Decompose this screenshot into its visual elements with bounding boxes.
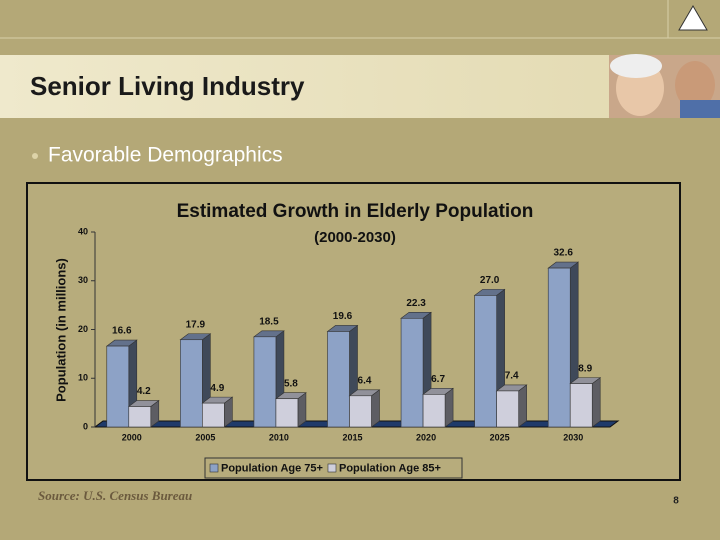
- photo: [609, 54, 720, 118]
- photo-hair: [610, 54, 662, 78]
- data-label: 27.0: [480, 275, 500, 286]
- x-tick-label: 2025: [490, 432, 510, 442]
- bar: [422, 394, 446, 428]
- bar: [400, 317, 424, 428]
- data-label: 5.8: [284, 378, 298, 389]
- x-tick-label: 2030: [563, 432, 583, 442]
- bar: [202, 402, 225, 428]
- x-tick-label: 2005: [195, 432, 215, 442]
- logo-triangle: [678, 5, 708, 31]
- x-tick-label: 2020: [416, 432, 436, 442]
- bar: [180, 339, 203, 428]
- data-label: 32.6: [553, 248, 573, 259]
- page-number: 8: [673, 496, 679, 507]
- data-label: 22.3: [406, 298, 426, 309]
- bar-side: [444, 387, 454, 428]
- legend-label: Population Age 85+: [339, 462, 441, 474]
- y-tick-label: 30: [78, 275, 88, 285]
- bar: [474, 295, 497, 428]
- bar: [349, 395, 372, 428]
- source-note: Source: U.S. Census Bureau: [38, 488, 192, 503]
- chart-subtitle: (2000-2030): [314, 229, 396, 246]
- legend-label: Population Age 75+: [221, 462, 323, 474]
- data-label: 4.9: [210, 383, 224, 394]
- bullet-text: Favorable Demographics: [48, 144, 283, 167]
- chart-title: Estimated Growth in Elderly Population: [177, 201, 534, 222]
- bar-side: [518, 384, 527, 428]
- x-tick-label: 2010: [269, 432, 289, 442]
- photo-shirt: [680, 100, 720, 118]
- bar: [327, 331, 350, 428]
- x-tick-label: 2000: [122, 432, 142, 442]
- data-label: 6.7: [431, 374, 445, 385]
- bar: [496, 390, 519, 428]
- y-tick-label: 40: [78, 226, 88, 236]
- legend-swatch: [327, 463, 337, 473]
- bar: [106, 345, 130, 428]
- data-label: 17.9: [186, 319, 206, 330]
- data-label: 19.6: [333, 311, 353, 322]
- bar: [275, 398, 299, 428]
- bar-side: [591, 377, 601, 428]
- legend-swatch: [209, 463, 219, 473]
- data-label: 8.9: [578, 363, 592, 374]
- y-tick-label: 0: [83, 421, 88, 431]
- y-axis-label: Population (in millions): [53, 258, 68, 402]
- data-label: 6.4: [358, 375, 372, 386]
- y-tick-label: 10: [78, 373, 88, 383]
- bar: [547, 267, 571, 428]
- bullet-dot: [32, 153, 38, 159]
- slide-title: Senior Living Industry: [30, 71, 305, 101]
- photo-face: [675, 61, 715, 109]
- title-band: [0, 55, 720, 118]
- bar-side: [371, 389, 380, 428]
- x-tick-label: 2015: [342, 432, 362, 442]
- y-tick-label: 20: [78, 324, 88, 334]
- bar: [569, 383, 593, 428]
- data-label: 16.6: [112, 326, 132, 337]
- data-label: 7.4: [505, 371, 519, 382]
- bar: [128, 406, 152, 428]
- data-label: 18.5: [259, 316, 279, 327]
- data-label: 4.2: [137, 386, 151, 397]
- bar: [253, 336, 277, 428]
